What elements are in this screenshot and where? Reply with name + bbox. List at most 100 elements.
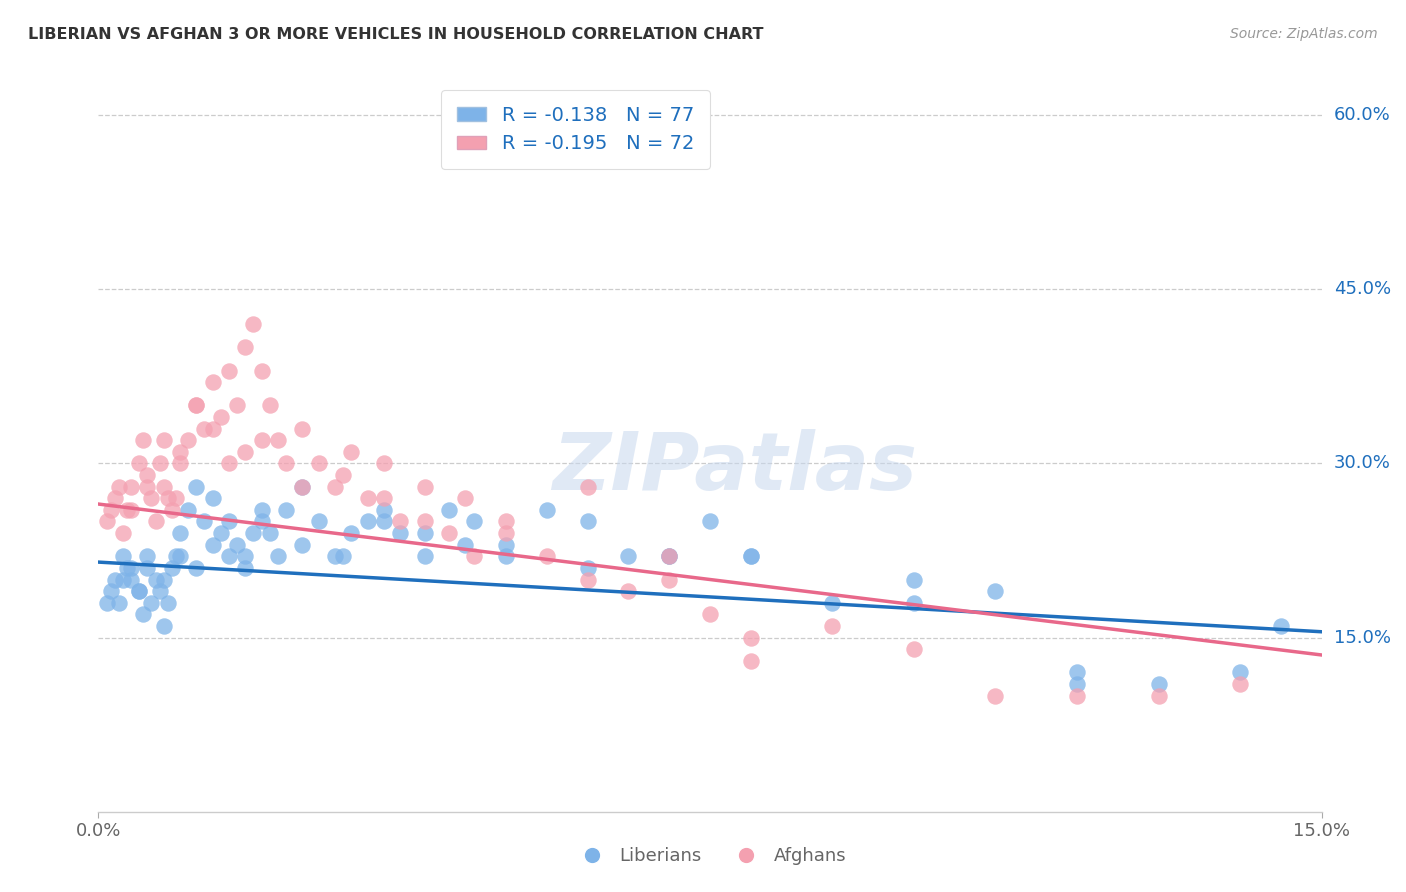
Point (267, 433, 290, 447)
Point (218, 363, 240, 377)
Point (233, 445, 256, 459)
Point (169, 457, 191, 471)
Point (145, 515, 167, 529)
Point (165, 549, 187, 564)
Point (903, 573, 925, 587)
Point (186, 398, 208, 412)
Point (413, 480, 436, 494)
Point (96, 596, 118, 610)
Point (1066, 665, 1088, 680)
Point (308, 515, 330, 529)
Text: 60.0%: 60.0% (1334, 106, 1391, 124)
Point (1229, 665, 1251, 680)
Point (242, 317, 264, 331)
Point (373, 515, 395, 529)
Text: 15.0%: 15.0% (1334, 629, 1391, 647)
Point (186, 480, 208, 494)
Point (177, 503, 200, 517)
Point (108, 596, 131, 610)
Point (201, 538, 224, 552)
Point (136, 561, 159, 575)
Point (201, 375, 224, 389)
Point (291, 480, 314, 494)
Point (658, 549, 681, 564)
Text: LIBERIAN VS AFGHAN 3 OR MORE VEHICLES IN HOUSEHOLD CORRELATION CHART: LIBERIAN VS AFGHAN 3 OR MORE VEHICLES IN… (28, 27, 763, 42)
Point (658, 573, 681, 587)
Point (495, 549, 517, 564)
Point (617, 549, 640, 564)
Point (274, 457, 297, 471)
Point (201, 421, 224, 435)
Point (576, 573, 599, 587)
Point (617, 584, 640, 599)
Point (193, 515, 215, 529)
Point (576, 515, 599, 529)
Point (233, 561, 256, 575)
Point (903, 596, 925, 610)
Point (132, 607, 155, 622)
Point (413, 526, 436, 541)
Point (536, 549, 558, 564)
Point (145, 573, 167, 587)
Point (356, 491, 378, 506)
Point (152, 433, 174, 447)
Point (120, 561, 142, 575)
Point (291, 480, 314, 494)
Legend: Liberians, Afghans: Liberians, Afghans (567, 839, 853, 872)
Point (437, 526, 460, 541)
Text: 45.0%: 45.0% (1334, 280, 1391, 298)
Point (576, 561, 599, 575)
Point (250, 363, 273, 377)
Point (201, 491, 224, 506)
Point (699, 607, 721, 622)
Point (740, 549, 762, 564)
Point (291, 421, 314, 435)
Point (193, 421, 215, 435)
Point (149, 584, 172, 599)
Point (132, 433, 155, 447)
Point (699, 515, 721, 529)
Point (821, 619, 844, 633)
Point (160, 503, 183, 517)
Point (389, 526, 412, 541)
Point (250, 515, 273, 529)
Point (821, 596, 844, 610)
Point (152, 480, 174, 494)
Point (115, 561, 138, 575)
Point (413, 515, 436, 529)
Point (108, 480, 131, 494)
Point (218, 457, 240, 471)
Point (169, 549, 191, 564)
Point (141, 596, 163, 610)
Point (1229, 677, 1251, 691)
Point (323, 549, 346, 564)
Point (658, 549, 681, 564)
Point (165, 491, 187, 506)
Point (160, 561, 183, 575)
Point (495, 526, 517, 541)
Point (226, 538, 249, 552)
Point (169, 526, 191, 541)
Point (115, 503, 138, 517)
Point (104, 573, 127, 587)
Point (259, 526, 281, 541)
Point (218, 515, 240, 529)
Point (740, 549, 762, 564)
Point (1066, 677, 1088, 691)
Point (536, 503, 558, 517)
Point (250, 433, 273, 447)
Point (186, 398, 208, 412)
Point (209, 409, 232, 424)
Point (1147, 677, 1170, 691)
Point (454, 491, 477, 506)
Point (454, 538, 477, 552)
Point (274, 503, 297, 517)
Point (242, 526, 264, 541)
Point (233, 340, 256, 354)
Point (332, 549, 354, 564)
Point (373, 503, 395, 517)
Point (332, 468, 354, 483)
Point (389, 515, 412, 529)
Point (740, 631, 762, 645)
Point (152, 619, 174, 633)
